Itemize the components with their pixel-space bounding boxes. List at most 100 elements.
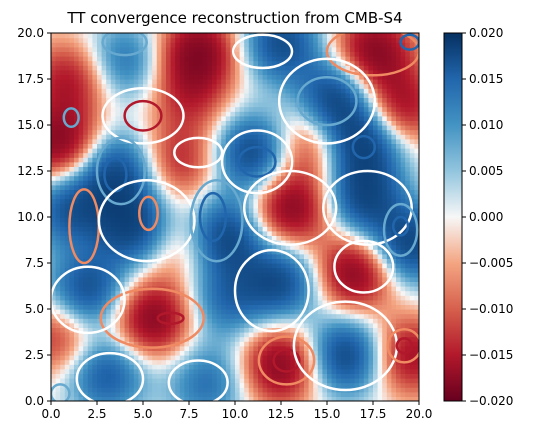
heatmap-cell — [60, 222, 65, 227]
heatmap-cell — [267, 120, 272, 125]
heatmap-cell — [152, 130, 157, 135]
heatmap-cell — [175, 373, 180, 378]
heatmap-cell — [180, 199, 185, 204]
heatmap-cell — [157, 378, 162, 383]
heatmap-cell — [157, 304, 162, 309]
heatmap-cell — [198, 240, 203, 245]
heatmap-cell — [240, 323, 245, 328]
heatmap-cell — [88, 56, 93, 61]
heatmap-cell — [189, 272, 194, 277]
heatmap-cell — [171, 38, 176, 43]
heatmap-cell — [157, 272, 162, 277]
heatmap-cell — [318, 245, 323, 250]
heatmap-cell — [207, 249, 212, 254]
heatmap-cell — [175, 61, 180, 66]
heatmap-cell — [198, 176, 203, 181]
heatmap-cell — [332, 176, 337, 181]
heatmap-cell — [125, 93, 130, 98]
heatmap-cell — [281, 341, 286, 346]
heatmap-cell — [258, 295, 263, 300]
heatmap-cell — [92, 291, 97, 296]
heatmap-cell — [143, 337, 148, 342]
heatmap-cell — [189, 304, 194, 309]
heatmap-cell — [120, 235, 125, 240]
heatmap-cell — [102, 139, 107, 144]
heatmap-cell — [318, 97, 323, 102]
heatmap-cell — [134, 327, 139, 332]
heatmap-cell — [226, 84, 231, 89]
heatmap-cell — [102, 383, 107, 388]
heatmap-cell — [267, 355, 272, 360]
heatmap-cell — [212, 130, 217, 135]
heatmap-cell — [322, 291, 327, 296]
heatmap-cell — [290, 281, 295, 286]
heatmap-cell — [88, 323, 93, 328]
heatmap-cell — [322, 392, 327, 397]
heatmap-cell — [129, 314, 134, 319]
heatmap-cell — [79, 350, 84, 355]
heatmap-cell — [332, 47, 337, 52]
heatmap-cell — [171, 378, 176, 383]
heatmap-cell — [88, 318, 93, 323]
heatmap-cell — [313, 111, 318, 116]
heatmap-cell — [244, 300, 249, 305]
heatmap-cell — [295, 281, 300, 286]
heatmap-cell — [226, 162, 231, 167]
heatmap-cell — [171, 125, 176, 130]
heatmap-cell — [161, 337, 166, 342]
heatmap-cell — [235, 360, 240, 365]
heatmap-cell — [286, 231, 291, 236]
heatmap-cell — [290, 120, 295, 125]
heatmap-cell — [111, 304, 116, 309]
heatmap-cell — [281, 291, 286, 296]
heatmap-cell — [92, 33, 97, 38]
heatmap-cell — [267, 111, 272, 116]
heatmap-cell — [171, 88, 176, 93]
heatmap-cell — [249, 88, 254, 93]
heatmap-cell — [309, 143, 314, 148]
heatmap-cell — [290, 111, 295, 116]
heatmap-cell — [318, 130, 323, 135]
heatmap-cell — [230, 392, 235, 397]
heatmap-cell — [304, 130, 309, 135]
heatmap-cell — [166, 61, 171, 66]
heatmap-cell — [217, 286, 222, 291]
heatmap-cell — [249, 369, 254, 374]
heatmap-cell — [235, 364, 240, 369]
heatmap-cell — [207, 171, 212, 176]
heatmap-cell — [65, 33, 70, 38]
heatmap-cell — [276, 143, 281, 148]
heatmap-cell — [272, 180, 277, 185]
heatmap-cell — [125, 327, 130, 332]
heatmap-cell — [267, 277, 272, 282]
heatmap-cell — [79, 249, 84, 254]
heatmap-cell — [138, 281, 143, 286]
heatmap-cell — [111, 364, 116, 369]
heatmap-cell — [189, 74, 194, 79]
heatmap-cell — [235, 70, 240, 75]
heatmap-cell — [157, 65, 162, 70]
heatmap-cell — [290, 102, 295, 107]
heatmap-cell — [157, 249, 162, 254]
heatmap-cell — [230, 176, 235, 181]
heatmap-cell — [74, 309, 79, 314]
heatmap-cell — [198, 130, 203, 135]
heatmap-cell — [322, 373, 327, 378]
heatmap-cell — [203, 157, 208, 162]
heatmap-cell — [295, 33, 300, 38]
heatmap-cell — [83, 245, 88, 250]
heatmap-cell — [184, 125, 189, 130]
heatmap-cell — [157, 350, 162, 355]
heatmap-cell — [88, 116, 93, 121]
heatmap-cell — [244, 346, 249, 351]
heatmap-cell — [309, 245, 314, 250]
heatmap-cell — [286, 157, 291, 162]
heatmap-cell — [322, 364, 327, 369]
heatmap-cell — [281, 153, 286, 158]
heatmap-cell — [92, 130, 97, 135]
heatmap-cell — [203, 38, 208, 43]
heatmap-cell — [258, 153, 263, 158]
heatmap-cell — [83, 337, 88, 342]
heatmap-cell — [171, 120, 176, 125]
heatmap-cell — [304, 323, 309, 328]
